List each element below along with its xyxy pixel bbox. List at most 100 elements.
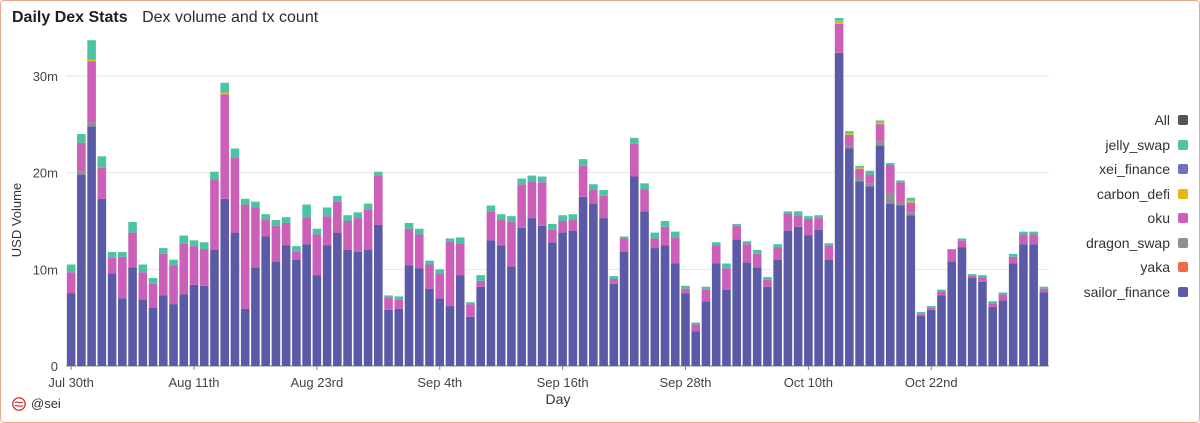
bar-segment-sailor_finance[interactable] <box>763 286 772 366</box>
bar-segment-sailor_finance[interactable] <box>752 267 762 366</box>
bar-segment-oku[interactable] <box>742 244 752 263</box>
bar-segment-sailor_finance[interactable] <box>885 203 895 366</box>
bar-segment-jelly_swap[interactable] <box>292 246 301 252</box>
bar-segment-sailor_finance[interactable] <box>169 304 178 366</box>
bar-segment-jelly_swap[interactable] <box>118 251 127 257</box>
bar-segment-oku[interactable] <box>814 218 823 230</box>
bar-segment-carbon_defi[interactable] <box>220 92 230 95</box>
bar-segment-jelly_swap[interactable] <box>722 263 731 269</box>
bar-segment-jelly_swap[interactable] <box>967 274 977 276</box>
bar-segment-sailor_finance[interactable] <box>660 245 670 366</box>
bar-segment-jelly_swap[interactable] <box>199 242 209 250</box>
bar-segment-oku[interactable] <box>691 324 701 332</box>
bar-segment-jelly_swap[interactable] <box>138 264 148 273</box>
bar-segment-sailor_finance[interactable] <box>609 283 619 366</box>
bar-segment-oku[interactable] <box>435 273 445 299</box>
bar-segment-oku[interactable] <box>425 264 434 289</box>
bar-segment-carbon_defi[interactable] <box>845 133 854 135</box>
bar-segment-sailor_finance[interactable] <box>435 298 445 366</box>
bar-segment-jelly_swap[interactable] <box>957 238 967 241</box>
bar-segment-oku[interactable] <box>1019 234 1028 245</box>
bar-segment-oku[interactable] <box>261 220 270 237</box>
bar-segment-sailor_finance[interactable] <box>1008 263 1018 366</box>
bar-segment-oku[interactable] <box>793 215 803 227</box>
bar-segment-oku[interactable] <box>384 297 393 310</box>
bar-segment-oku[interactable] <box>926 308 936 310</box>
bar-segment-oku[interactable] <box>363 209 373 250</box>
bar-segment-carbon_defi[interactable] <box>906 200 916 203</box>
bar-segment-sailor_finance[interactable] <box>619 251 629 366</box>
bar-segment-oku[interactable] <box>87 61 96 123</box>
bar-segment-sailor_finance[interactable] <box>466 316 475 366</box>
bar-segment-oku[interactable] <box>906 202 916 213</box>
bar-segment-sailor_finance[interactable] <box>711 263 721 366</box>
bar-segment-sailor_finance[interactable] <box>414 268 424 366</box>
bar-segment-jelly_swap[interactable] <box>926 306 936 308</box>
legend-item-sailor_finance[interactable]: sailor_finance <box>1084 280 1188 305</box>
bar-segment-oku[interactable] <box>486 211 496 241</box>
bar-segment-jelly_swap[interactable] <box>885 163 895 165</box>
bar-segment-oku[interactable] <box>773 247 782 260</box>
legend-item-xei_finance[interactable]: xei_finance <box>1084 157 1188 182</box>
bar-segment-sailor_finance[interactable] <box>814 229 823 366</box>
bar-segment-jelly_swap[interactable] <box>896 180 905 183</box>
bar-segment-jelly_swap[interactable] <box>619 236 629 239</box>
bar-segment-sailor_finance[interactable] <box>773 259 782 366</box>
bar-segment-oku[interactable] <box>640 189 649 212</box>
legend-item-yaka[interactable]: yaka <box>1084 255 1188 280</box>
bar-segment-sailor_finance[interactable] <box>507 266 516 366</box>
bar-segment-sailor_finance[interactable] <box>998 300 1008 366</box>
bar-segment-jelly_swap[interactable] <box>660 221 670 227</box>
bar-segment-sailor_finance[interactable] <box>978 281 987 366</box>
bar-segment-sailor_finance[interactable] <box>824 259 834 366</box>
bar-segment-sailor_finance[interactable] <box>926 309 936 366</box>
bar-segment-oku[interactable] <box>711 245 721 264</box>
bar-segment-jelly_swap[interactable] <box>711 242 721 246</box>
bar-segment-jelly_swap[interactable] <box>691 322 701 325</box>
bar-segment-jelly_swap[interactable] <box>97 156 107 168</box>
bar-segment-sailor_finance[interactable] <box>107 273 117 366</box>
bar-segment-jelly_swap[interactable] <box>998 292 1008 295</box>
bar-segment-dragon_swap[interactable] <box>885 193 895 204</box>
bar-segment-sailor_finance[interactable] <box>937 295 946 366</box>
bar-segment-jelly_swap[interactable] <box>906 197 916 201</box>
bar-segment-carbon_defi[interactable] <box>875 122 885 125</box>
bar-segment-sailor_finance[interactable] <box>793 226 803 366</box>
bar-segment-sailor_finance[interactable] <box>916 315 926 366</box>
bar-segment-sailor_finance[interactable] <box>384 309 393 366</box>
bar-segment-oku[interactable] <box>138 272 148 300</box>
legend-item-dragon_swap[interactable]: dragon_swap <box>1084 231 1188 256</box>
bar-segment-jelly_swap[interactable] <box>527 175 537 182</box>
bar-segment-sailor_finance[interactable] <box>128 267 137 366</box>
bar-segment-oku[interactable] <box>312 234 322 276</box>
bar-segment-sailor_finance[interactable] <box>691 331 701 366</box>
bar-segment-sailor_finance[interactable] <box>189 284 199 366</box>
bar-segment-sailor_finance[interactable] <box>670 263 680 366</box>
bar-segment-sailor_finance[interactable] <box>599 218 608 366</box>
bar-segment-oku[interactable] <box>292 251 301 260</box>
bar-segment-oku[interactable] <box>701 289 711 302</box>
bar-segment-oku[interactable] <box>414 234 424 269</box>
bar-segment-jelly_swap[interactable] <box>507 216 516 222</box>
bar-segment-jelly_swap[interactable] <box>742 241 752 245</box>
bar-segment-dragon_swap[interactable] <box>845 145 854 149</box>
bar-segment-jelly_swap[interactable] <box>374 171 383 176</box>
bar-segment-sailor_finance[interactable] <box>292 259 301 366</box>
bar-segment-jelly_swap[interactable] <box>752 250 762 254</box>
bar-segment-jelly_swap[interactable] <box>87 40 96 60</box>
bar-segment-jelly_swap[interactable] <box>568 214 578 221</box>
bar-segment-jelly_swap[interactable] <box>322 207 332 217</box>
bar-segment-jelly_swap[interactable] <box>875 120 885 123</box>
legend-item-oku[interactable]: oku <box>1084 206 1188 231</box>
bar-segment-oku[interactable] <box>619 238 629 252</box>
bar-segment-jelly_swap[interactable] <box>1029 231 1038 235</box>
bar-segment-oku[interactable] <box>210 179 219 250</box>
bar-segment-oku[interactable] <box>476 280 485 287</box>
bar-segment-jelly_swap[interactable] <box>107 251 117 258</box>
bar-segment-sailor_finance[interactable] <box>281 245 291 366</box>
bar-segment-dragon_swap[interactable] <box>87 122 96 127</box>
bar-segment-jelly_swap[interactable] <box>128 221 137 233</box>
bar-segment-sailor_finance[interactable] <box>179 294 189 366</box>
bar-segment-sailor_finance[interactable] <box>496 245 506 366</box>
bar-segment-sailor_finance[interactable] <box>486 240 496 366</box>
